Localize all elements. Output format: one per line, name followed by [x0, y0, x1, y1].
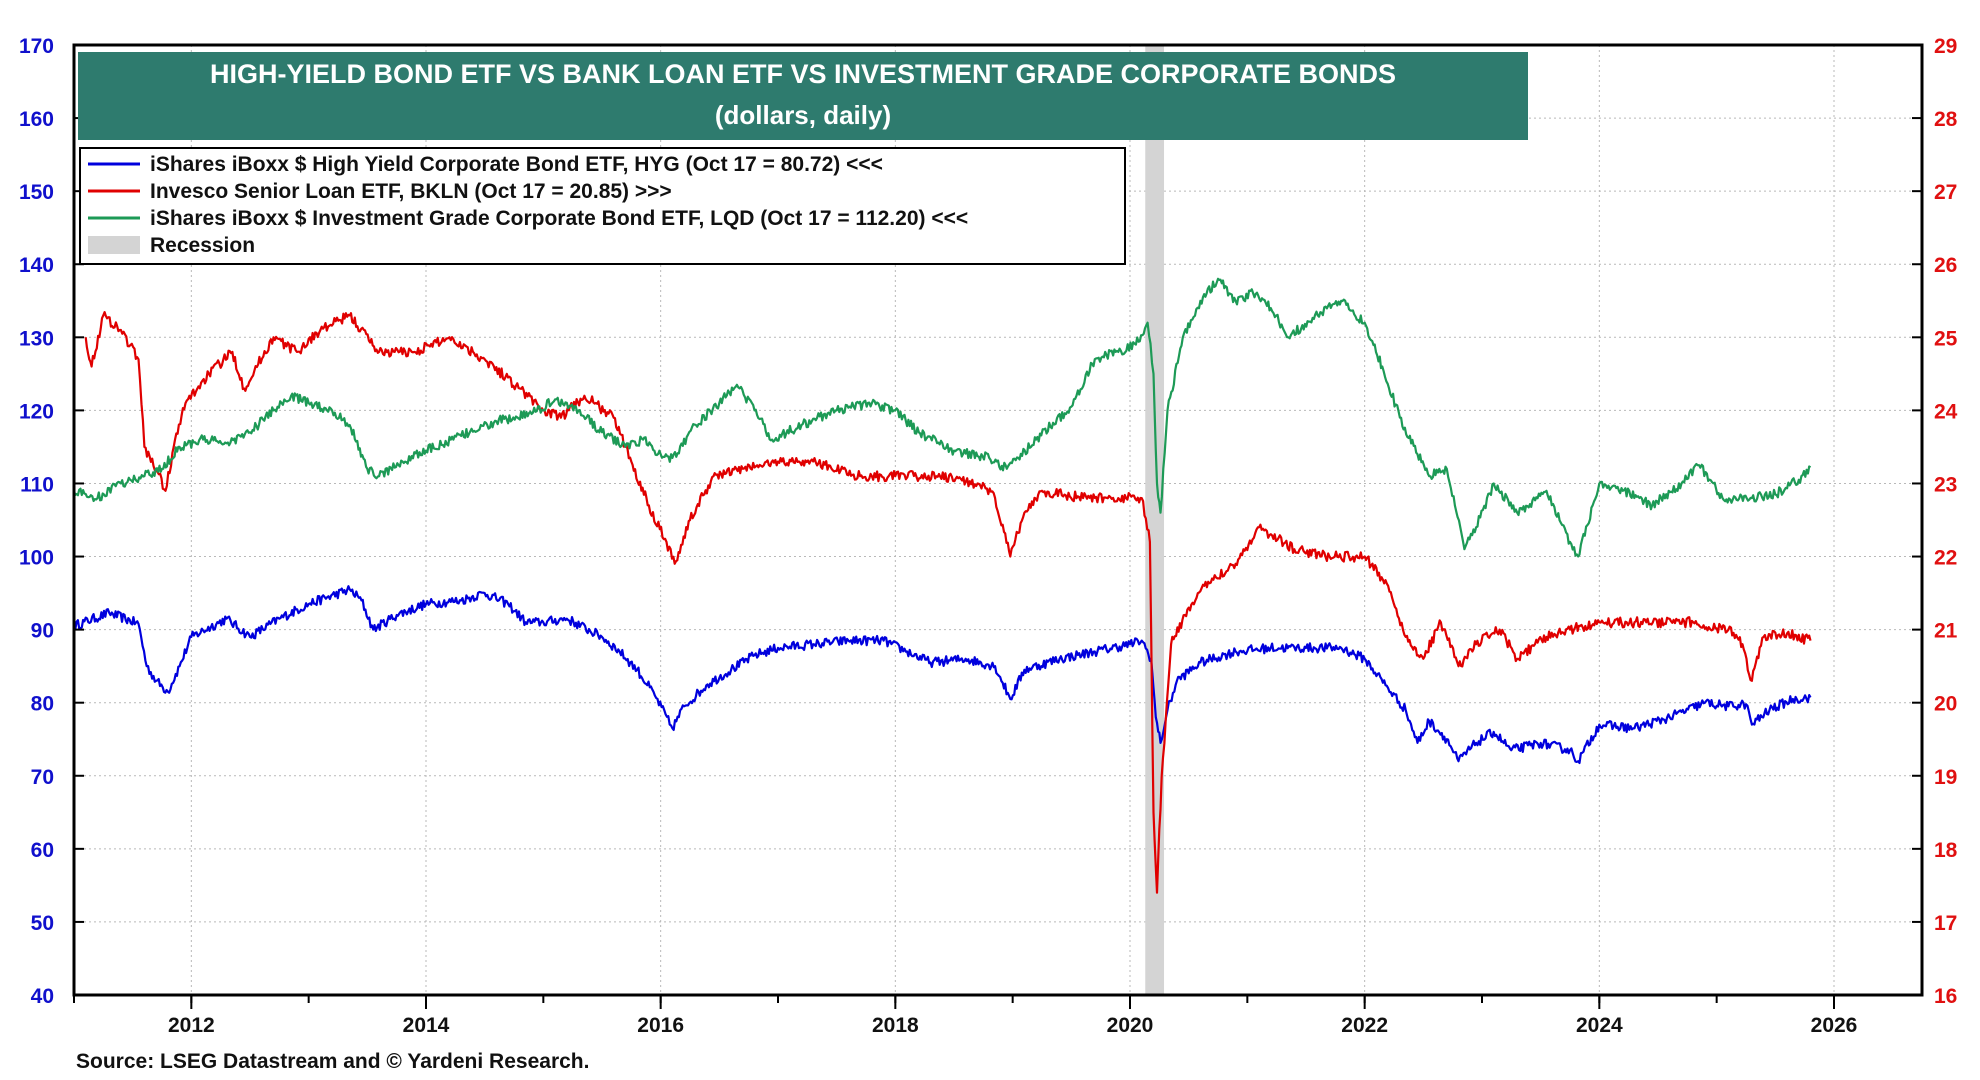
right-tick-label-12: 28: [1934, 108, 1958, 131]
left-tick-label-0: 40: [31, 985, 54, 1008]
legend-swatch-recession: [88, 236, 140, 254]
left-tick-label-13: 170: [19, 35, 54, 58]
right-tick-label-2: 18: [1934, 839, 1958, 862]
series-lines: [72, 277, 1812, 894]
left-tick-label-5: 90: [31, 620, 54, 643]
chart-subtitle: (dollars, daily): [715, 100, 891, 130]
plot-frame: [72, 43, 1924, 997]
left-tick-label-3: 70: [31, 766, 54, 789]
left-tick-label-8: 120: [19, 400, 54, 423]
left-tick-label-7: 110: [20, 473, 54, 496]
legend-label-recession: Recession: [150, 234, 255, 257]
left-tick-label-2: 60: [31, 839, 54, 862]
left-tick-label-9: 130: [19, 327, 54, 350]
right-tick-label-3: 19: [1934, 766, 1957, 789]
legend-label-lqd: iShares iBoxx $ Investment Grade Corpora…: [150, 207, 968, 230]
recession-band: [1145, 45, 1165, 995]
chart-title: HIGH-YIELD BOND ETF VS BANK LOAN ETF VS …: [210, 59, 1396, 89]
right-tick-label-7: 23: [1934, 473, 1957, 496]
x-tick-label-3: 2018: [872, 1014, 919, 1037]
right-tick-label-4: 20: [1934, 693, 1957, 716]
series-line-1: [84, 311, 1812, 894]
right-tick-label-0: 16: [1934, 985, 1957, 1008]
legend: iShares iBoxx $ High Yield Corporate Bon…: [79, 147, 1126, 265]
right-tick-label-6: 22: [1934, 547, 1957, 570]
right-axis-ticks: 16 17 18 19 20 21 22 23 24 25 26 27 28 29: [1912, 35, 1958, 1008]
title-banner: [78, 52, 1528, 140]
right-tick-label-5: 21: [1934, 620, 1958, 643]
series-line-2: [72, 277, 1812, 558]
x-axis-ticks: 2012 2014 2016 2018 2020 2022 2024 2026: [73, 995, 1858, 1037]
left-tick-label-1: 50: [31, 912, 54, 935]
x-tick-label-1: 2014: [403, 1014, 450, 1037]
x-tick-label-4: 2020: [1107, 1014, 1154, 1037]
left-tick-label-6: 100: [19, 547, 54, 570]
left-tick-label-10: 140: [19, 254, 54, 277]
x-tick-label-7: 2026: [1811, 1014, 1858, 1037]
legend-label-hyg: iShares iBoxx $ High Yield Corporate Bon…: [150, 153, 883, 176]
left-axis-ticks: 40 50 60 70 80 90 100 110 120 130 140 150 160 170: [19, 35, 84, 1008]
left-tick-label-12: 160: [19, 108, 54, 131]
x-tick-label-0: 2012: [168, 1014, 215, 1037]
right-tick-label-11: 27: [1934, 181, 1957, 204]
source-note: Source: LSEG Datastream and © Yardeni Re…: [76, 1050, 589, 1073]
legend-label-bkln: Invesco Senior Loan ETF, BKLN (Oct 17 = …: [150, 180, 672, 203]
right-tick-label-13: 29: [1934, 35, 1957, 58]
x-tick-label-2: 2016: [637, 1014, 684, 1037]
recession-shading: [1145, 45, 1165, 995]
right-tick-label-8: 24: [1934, 400, 1958, 423]
series-line-0: [72, 585, 1812, 765]
right-tick-label-10: 26: [1934, 254, 1957, 277]
left-tick-label-4: 80: [31, 693, 54, 716]
legend-box: [79, 147, 1126, 265]
x-tick-label-6: 2024: [1576, 1014, 1623, 1037]
right-tick-label-9: 25: [1934, 327, 1958, 350]
x-tick-label-5: 2022: [1341, 1014, 1388, 1037]
right-tick-label-1: 17: [1934, 912, 1957, 935]
left-tick-label-11: 150: [19, 181, 54, 204]
